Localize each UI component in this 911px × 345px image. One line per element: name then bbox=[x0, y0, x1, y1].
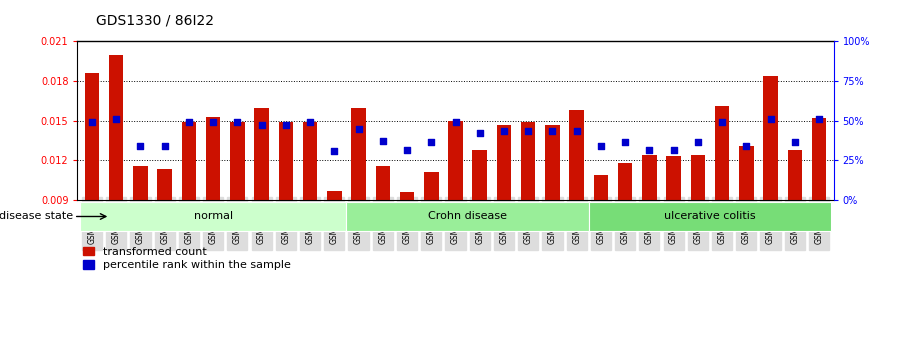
Point bbox=[133, 143, 148, 149]
Point bbox=[302, 119, 317, 125]
Point bbox=[618, 139, 632, 145]
Bar bbox=[691, 155, 705, 200]
Point bbox=[424, 139, 438, 145]
Point bbox=[206, 119, 220, 125]
Bar bbox=[352, 108, 366, 200]
Point bbox=[496, 129, 511, 134]
Bar bbox=[109, 55, 124, 200]
Legend: transformed count, percentile rank within the sample: transformed count, percentile rank withi… bbox=[83, 247, 291, 270]
Bar bbox=[181, 122, 196, 200]
Bar bbox=[80, 202, 346, 231]
Point bbox=[109, 117, 124, 122]
Bar bbox=[448, 121, 463, 200]
Bar bbox=[85, 73, 99, 200]
Bar bbox=[230, 122, 245, 200]
Point bbox=[327, 148, 342, 154]
Point bbox=[545, 129, 559, 134]
Point bbox=[181, 119, 196, 125]
Bar bbox=[254, 108, 269, 200]
Bar bbox=[763, 76, 778, 200]
Bar bbox=[812, 118, 826, 200]
Bar bbox=[279, 122, 293, 200]
Point bbox=[569, 129, 584, 134]
Bar bbox=[715, 106, 730, 200]
Point bbox=[230, 119, 245, 125]
Bar bbox=[133, 166, 148, 200]
Point bbox=[812, 117, 826, 122]
Text: GDS1330 / 86I22: GDS1330 / 86I22 bbox=[96, 13, 214, 28]
Point bbox=[594, 143, 609, 149]
Bar bbox=[739, 146, 753, 200]
Point bbox=[787, 139, 802, 145]
Bar bbox=[424, 172, 438, 200]
Bar bbox=[642, 155, 657, 200]
Bar bbox=[158, 169, 172, 200]
Point bbox=[739, 143, 753, 149]
Bar bbox=[206, 117, 220, 200]
Point bbox=[375, 138, 390, 144]
Point bbox=[642, 147, 657, 152]
Bar bbox=[545, 125, 559, 200]
Bar bbox=[496, 125, 511, 200]
Bar bbox=[375, 166, 390, 200]
Bar bbox=[666, 156, 681, 200]
Text: Crohn disease: Crohn disease bbox=[428, 211, 507, 221]
Point bbox=[85, 119, 99, 125]
Bar bbox=[594, 175, 609, 200]
Bar bbox=[589, 202, 831, 231]
Text: disease state: disease state bbox=[0, 211, 73, 221]
Point bbox=[448, 119, 463, 125]
Bar bbox=[327, 191, 342, 200]
Bar bbox=[302, 122, 317, 200]
Bar bbox=[521, 122, 536, 200]
Bar bbox=[569, 110, 584, 200]
Bar bbox=[400, 191, 415, 200]
Point bbox=[715, 119, 730, 125]
Point bbox=[666, 147, 681, 152]
Text: normal: normal bbox=[194, 211, 232, 221]
Point bbox=[279, 122, 293, 128]
Bar bbox=[787, 150, 802, 200]
Point bbox=[691, 139, 705, 145]
Text: ulcerative colitis: ulcerative colitis bbox=[664, 211, 756, 221]
Point bbox=[521, 129, 536, 134]
Point bbox=[254, 122, 269, 128]
Point bbox=[400, 147, 415, 152]
Bar bbox=[618, 163, 632, 200]
Point bbox=[158, 143, 172, 149]
Point bbox=[352, 126, 366, 131]
Bar bbox=[346, 202, 589, 231]
Point bbox=[473, 130, 487, 135]
Point bbox=[763, 117, 778, 122]
Bar bbox=[473, 150, 487, 200]
